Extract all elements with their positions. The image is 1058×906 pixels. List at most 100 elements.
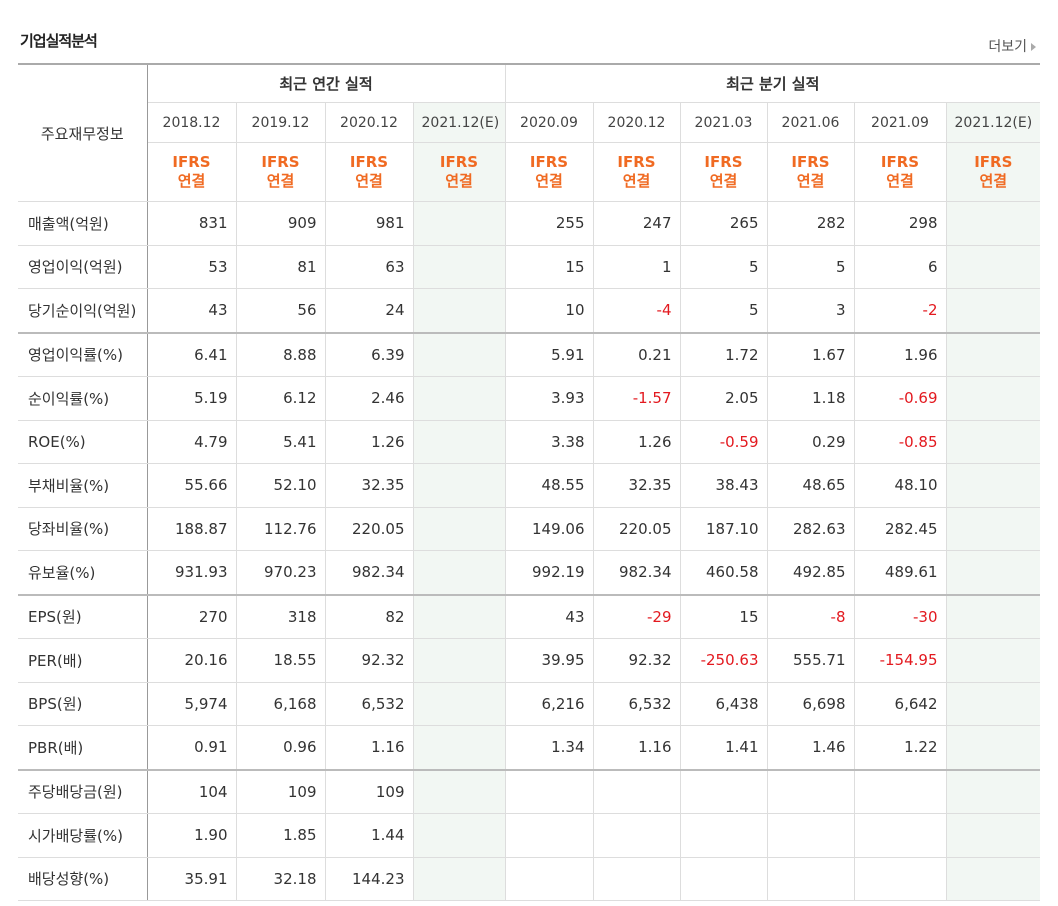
basis-standard: IFRS	[261, 153, 300, 171]
value-cell: 265	[679, 201, 768, 246]
value-cell: 144.23	[324, 856, 414, 901]
value-cell: -29	[592, 594, 681, 639]
value-cell: 970.23	[235, 550, 326, 596]
value-cell: 1.85	[235, 813, 326, 858]
basis-standard: IFRS	[880, 153, 920, 171]
period-row: 2018.12 2019.12 2020.12 2021.12(E) 2020.09 20…	[18, 102, 1041, 143]
value-cell: 15	[504, 244, 594, 289]
period-header: 2020.12	[324, 102, 414, 143]
basis-header: IFRS 연결	[412, 142, 506, 202]
data-row: 부채비율(%) 55.66 52.10 32.35 48.55 32.35 38.43 48.…	[18, 463, 1041, 508]
value-cell: 53	[146, 244, 237, 289]
value-cell: 6.12	[235, 376, 326, 421]
data-row: ROE(%) 4.79 5.41 1.26 3.38 1.26 -0.59 0.29 -0.85	[18, 419, 1041, 464]
value-cell: 6.41	[146, 332, 237, 377]
period-header: 2021.12(E)	[412, 102, 506, 143]
row-label: 순이익률(%)	[18, 376, 148, 421]
value-cell: 6,642	[853, 681, 947, 726]
row-label: EPS(원)	[18, 594, 148, 639]
value-cell: 3.38	[504, 419, 594, 464]
value-cell	[945, 201, 1041, 246]
value-cell: 38.43	[679, 463, 768, 508]
value-cell: 492.85	[766, 550, 855, 596]
basis-type: 연결	[266, 172, 295, 190]
value-cell	[766, 813, 855, 858]
value-cell: 81	[235, 244, 326, 289]
value-cell: 1.90	[146, 813, 237, 858]
basis-standard: IFRS	[349, 153, 389, 171]
value-cell: 6.39	[324, 332, 414, 377]
value-cell: 109	[324, 769, 414, 814]
data-row: 시가배당률(%) 1.90 1.85 1.44	[18, 813, 1041, 858]
value-cell: 255	[504, 201, 594, 246]
value-cell	[945, 725, 1041, 771]
value-cell	[766, 856, 855, 901]
value-cell: -0.85	[853, 419, 947, 464]
value-cell: -250.63	[679, 638, 768, 683]
basis-type: 연결	[796, 172, 825, 190]
value-cell: 6,438	[679, 681, 768, 726]
data-row: 매출액(억원) 831 909 981 255 247 265 282 298	[18, 201, 1041, 246]
basis-header: IFRS 연결	[504, 142, 594, 202]
value-cell: 931.93	[146, 550, 237, 596]
value-cell: 1.44	[324, 813, 414, 858]
value-cell	[412, 769, 506, 814]
financial-table: 주요재무정보 최근 연간 실적 최근 분기 실적 2018.12 2019.12 2020…	[18, 63, 1041, 901]
basis-type: 연결	[355, 172, 383, 190]
value-cell: 3	[766, 288, 855, 334]
row-label: PER(배)	[18, 638, 148, 683]
data-row: 순이익률(%) 5.19 6.12 2.46 3.93 -1.57 2.05 1.18 -0.6…	[18, 376, 1041, 421]
value-cell: 10	[504, 288, 594, 334]
section-title: 기업실적분석	[20, 32, 98, 50]
value-cell	[945, 681, 1041, 726]
value-cell: 1.46	[766, 725, 855, 771]
value-cell	[412, 681, 506, 726]
basis-standard: IFRS	[529, 153, 569, 171]
value-cell: -30	[853, 594, 947, 639]
value-cell: 282	[766, 201, 855, 246]
value-cell	[412, 550, 506, 596]
group-header: 최근 분기 실적	[504, 63, 1041, 103]
value-cell	[945, 638, 1041, 683]
value-cell	[945, 813, 1041, 858]
value-cell: 63	[324, 244, 414, 289]
value-cell: 6	[853, 244, 947, 289]
value-cell: 188.87	[146, 506, 237, 551]
value-cell	[504, 856, 594, 901]
row-label: 시가배당률(%)	[18, 813, 148, 858]
basis-header: IFRS 연결	[679, 142, 768, 202]
value-cell: 5.19	[146, 376, 237, 421]
row-label: 영업이익(억원)	[18, 244, 148, 289]
row-label: 배당성향(%)	[18, 856, 148, 901]
value-cell	[945, 244, 1041, 289]
value-cell: 48.65	[766, 463, 855, 508]
value-cell: 282.63	[766, 506, 855, 551]
value-cell: 6,532	[592, 681, 681, 726]
value-cell: 1.18	[766, 376, 855, 421]
value-cell	[412, 638, 506, 683]
data-row: 주당배당금(원) 104 109 109	[18, 769, 1041, 814]
value-cell	[766, 769, 855, 814]
basis-type: 연결	[979, 172, 1008, 190]
value-cell: -4	[592, 288, 681, 334]
value-cell: 0.96	[235, 725, 326, 771]
value-cell: 0.91	[146, 725, 237, 771]
period-header: 2021.09	[853, 102, 947, 143]
value-cell: 82	[324, 594, 414, 639]
value-cell: 1.22	[853, 725, 947, 771]
value-cell: 1	[592, 244, 681, 289]
more-link[interactable]: 더보기	[988, 36, 1036, 56]
value-cell: -154.95	[853, 638, 947, 683]
period-header: 2021.06	[766, 102, 855, 143]
value-cell	[679, 856, 768, 901]
row-label: 당좌비율(%)	[18, 506, 148, 551]
value-cell: 15	[679, 594, 768, 639]
value-cell	[679, 769, 768, 814]
value-cell: 220.05	[592, 506, 681, 551]
value-cell	[412, 376, 506, 421]
value-cell: 1.72	[679, 332, 768, 377]
row-label: BPS(원)	[18, 681, 148, 726]
value-cell	[504, 813, 594, 858]
value-cell: 982.34	[592, 550, 681, 596]
value-cell	[412, 506, 506, 551]
